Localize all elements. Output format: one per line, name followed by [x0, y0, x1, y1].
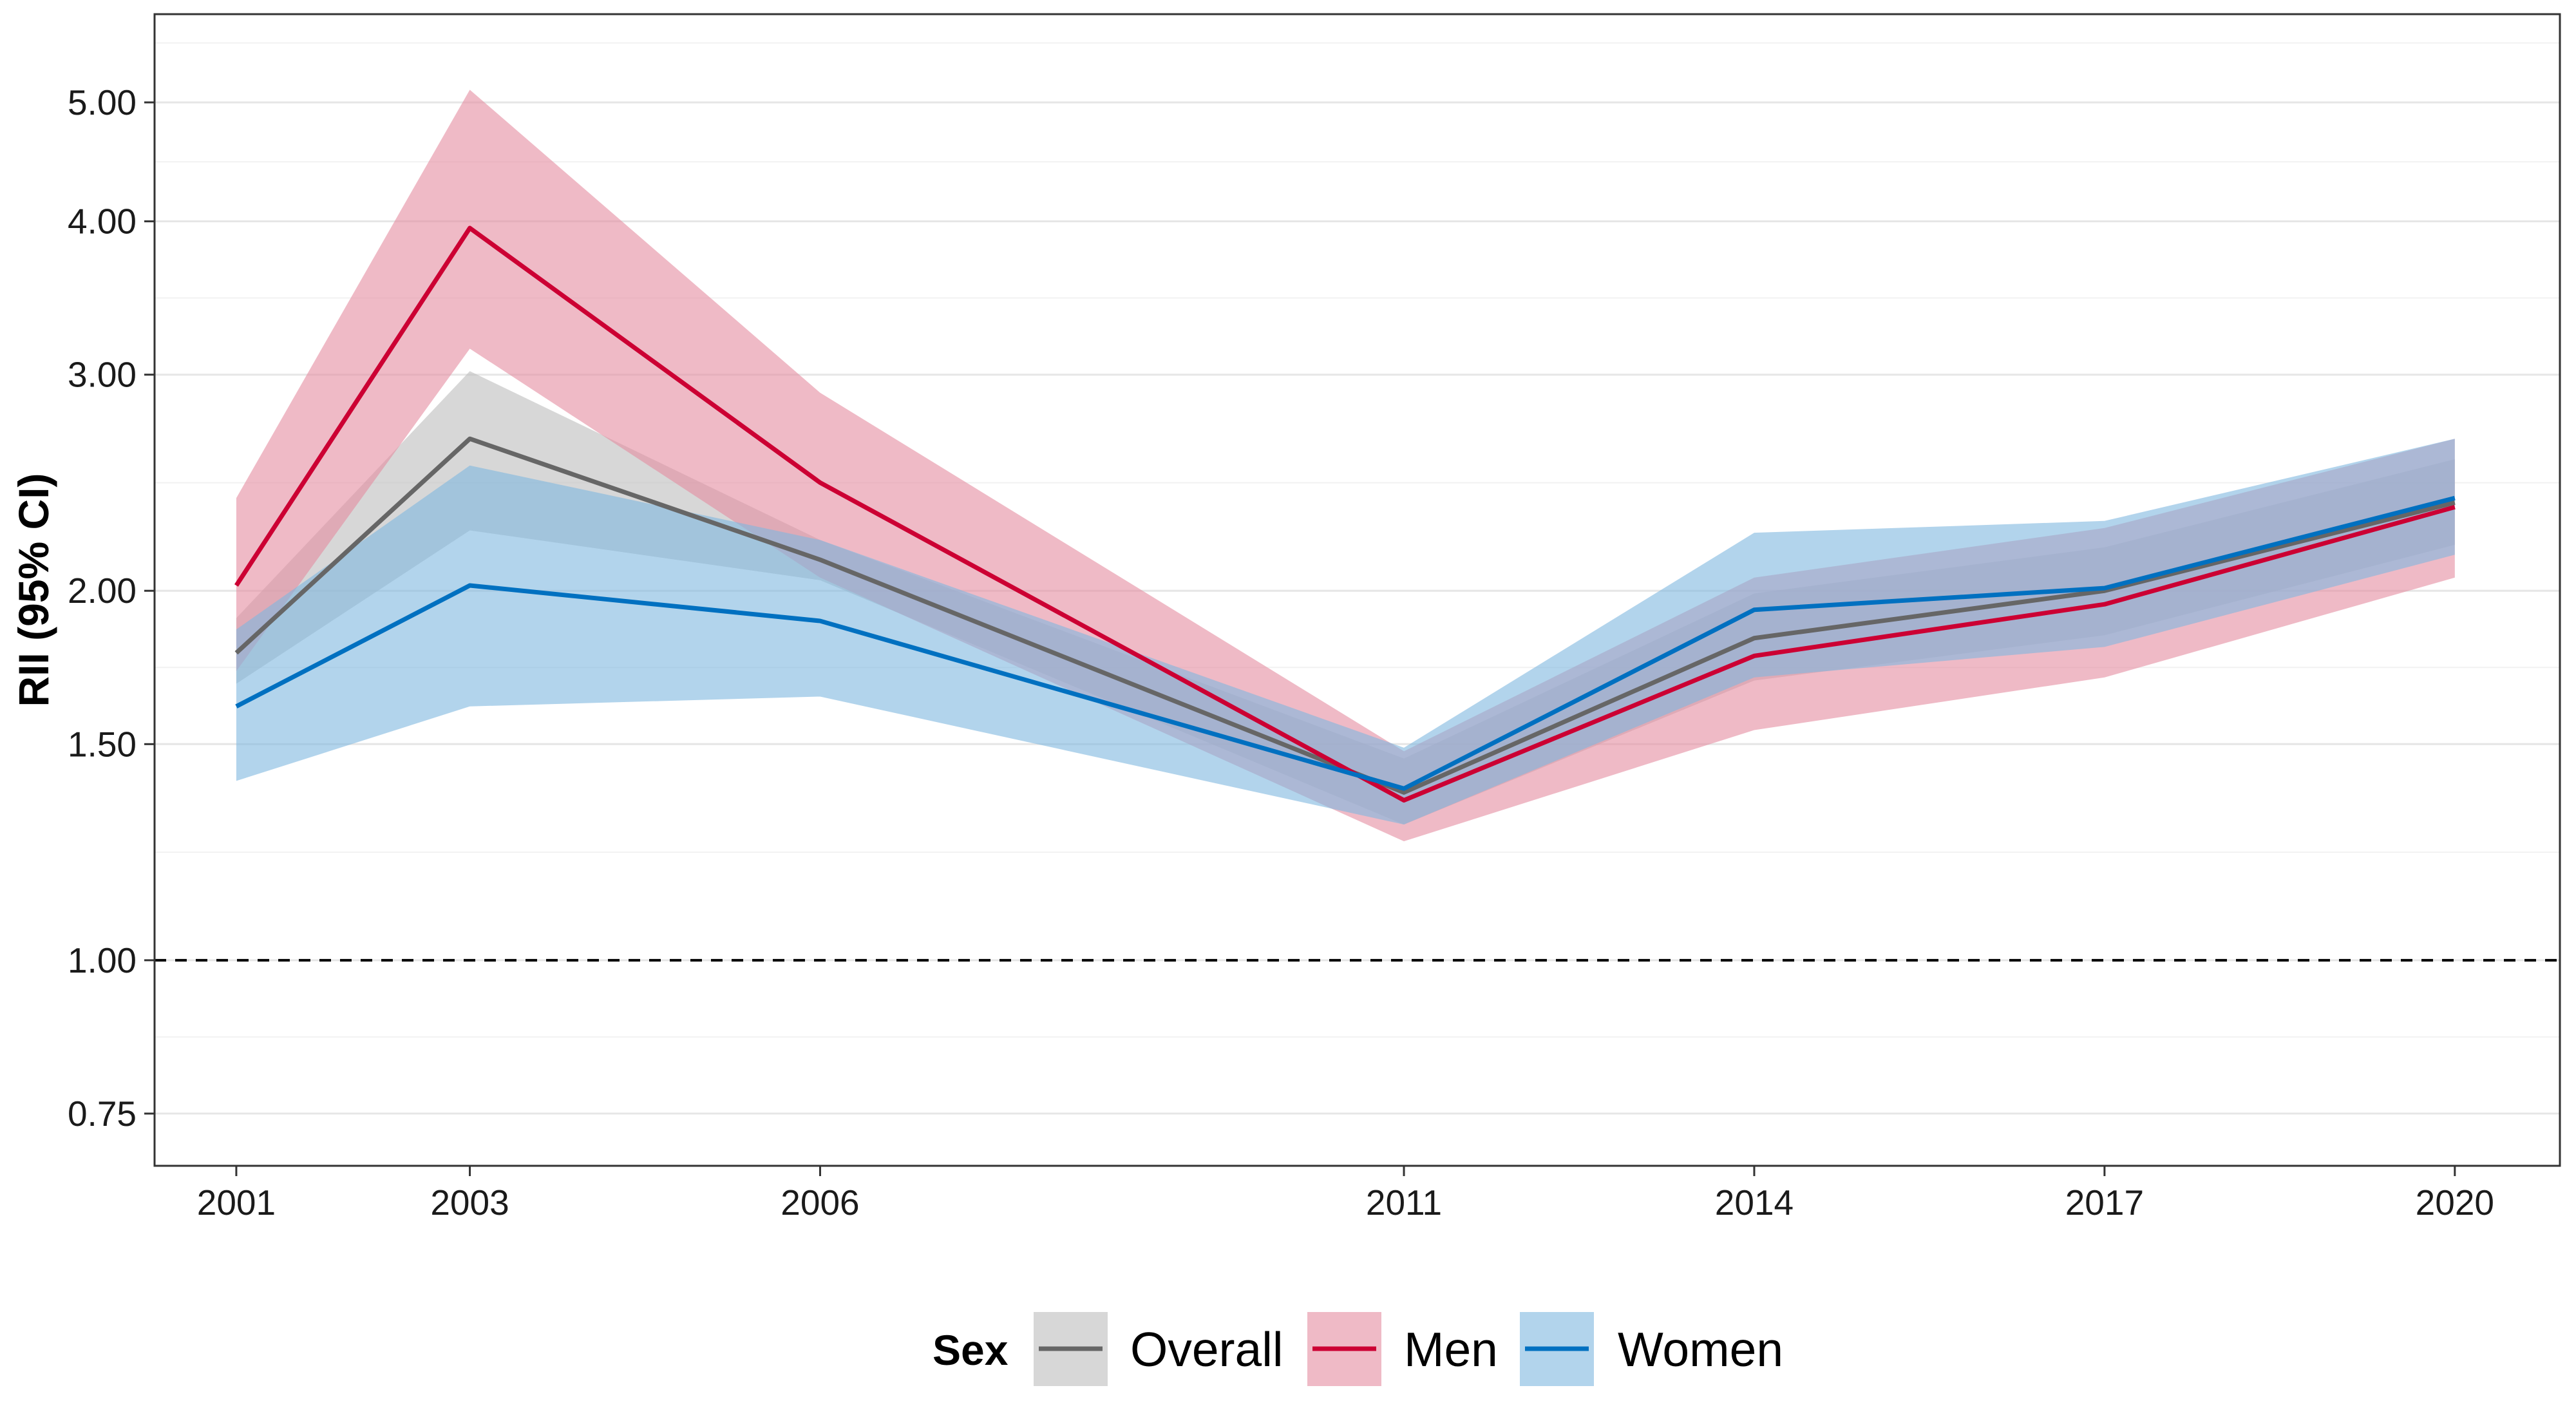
legend-label-overall: Overall	[1130, 1322, 1283, 1376]
x-tick-label: 2001	[197, 1183, 276, 1222]
x-tick-label: 2020	[2416, 1183, 2494, 1222]
x-tick-label: 2017	[2065, 1183, 2144, 1222]
y-axis-title: RII (95% CI)	[10, 473, 57, 707]
y-axis: 0.75 1.00 1.50 2.00 3.00 4.00 5.00	[68, 82, 155, 1134]
series-line-men	[234, 225, 2456, 803]
legend-title: Sex	[933, 1326, 1009, 1374]
x-tick-label: 2011	[1366, 1183, 1442, 1222]
x-tick-label: 2014	[1715, 1183, 1794, 1222]
ci-band-women	[236, 439, 2455, 825]
legend: Sex Overall Men Women	[933, 1312, 1783, 1386]
legend-label-men: Men	[1404, 1322, 1498, 1376]
y-tick-label: 0.75	[68, 1094, 137, 1134]
x-tick-label: 2003	[430, 1183, 509, 1222]
legend-label-women: Women	[1618, 1322, 1783, 1376]
confidence-bands	[236, 90, 2455, 842]
x-tick-label: 2006	[781, 1183, 859, 1222]
series-line-women	[235, 495, 2456, 791]
y-tick-label: 2.00	[68, 571, 137, 611]
y-tick-label: 3.00	[68, 355, 137, 395]
y-tick-label: 1.50	[68, 724, 137, 764]
y-tick-label: 4.00	[68, 202, 137, 242]
series-lines	[234, 225, 2456, 803]
x-axis: 2001 2003 2006 2011 2014 2017 2020	[197, 1166, 2494, 1222]
y-tick-label: 5.00	[68, 82, 137, 122]
series-line-overall	[234, 436, 2456, 795]
y-tick-label: 1.00	[68, 940, 137, 980]
